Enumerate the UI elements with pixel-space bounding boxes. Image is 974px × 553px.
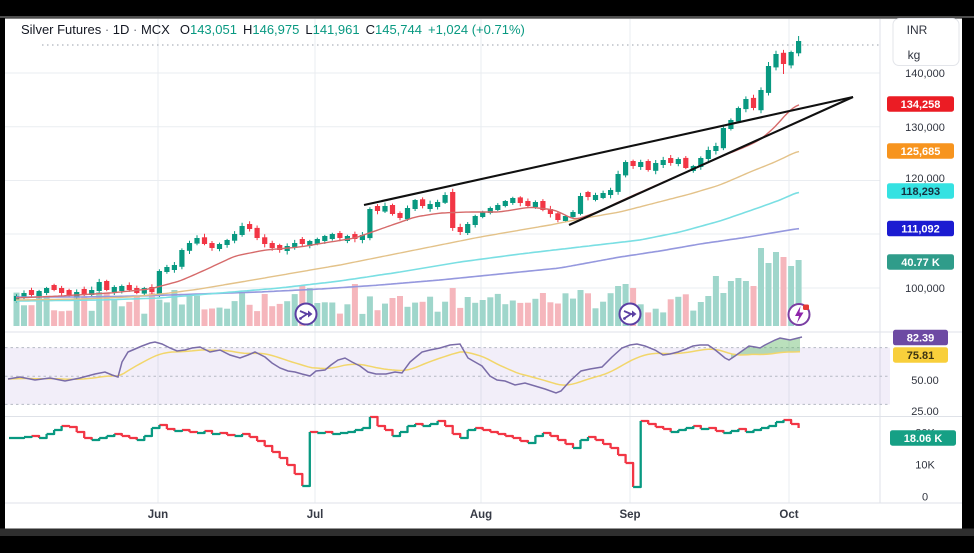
- svg-text:120,000: 120,000: [905, 173, 945, 185]
- svg-text:100,000: 100,000: [905, 283, 945, 295]
- svg-text:Oct: Oct: [779, 509, 798, 521]
- svg-text:kg: kg: [908, 48, 921, 62]
- svg-text:140,000: 140,000: [905, 68, 945, 80]
- svg-text:134,258: 134,258: [901, 99, 941, 111]
- svg-text:0: 0: [922, 492, 928, 504]
- svg-text:75.81: 75.81: [907, 350, 935, 362]
- svg-text:Jul: Jul: [307, 509, 324, 521]
- svg-text:Aug: Aug: [470, 509, 492, 521]
- svg-text:50.00: 50.00: [911, 375, 939, 387]
- svg-text:130,000: 130,000: [905, 122, 945, 134]
- svg-text:125,685: 125,685: [901, 146, 941, 158]
- svg-text:Jun: Jun: [148, 509, 168, 521]
- svg-text:40.77 K: 40.77 K: [901, 257, 940, 269]
- svg-text:10K: 10K: [915, 460, 935, 472]
- svg-text:25.00: 25.00: [911, 406, 939, 418]
- svg-text:82.39: 82.39: [907, 333, 935, 345]
- svg-text:INR: INR: [907, 23, 928, 37]
- svg-text:18.06 K: 18.06 K: [904, 433, 943, 445]
- svg-text:118,293: 118,293: [901, 186, 940, 198]
- svg-text:111,092: 111,092: [901, 224, 940, 236]
- svg-text:Sep: Sep: [619, 509, 640, 521]
